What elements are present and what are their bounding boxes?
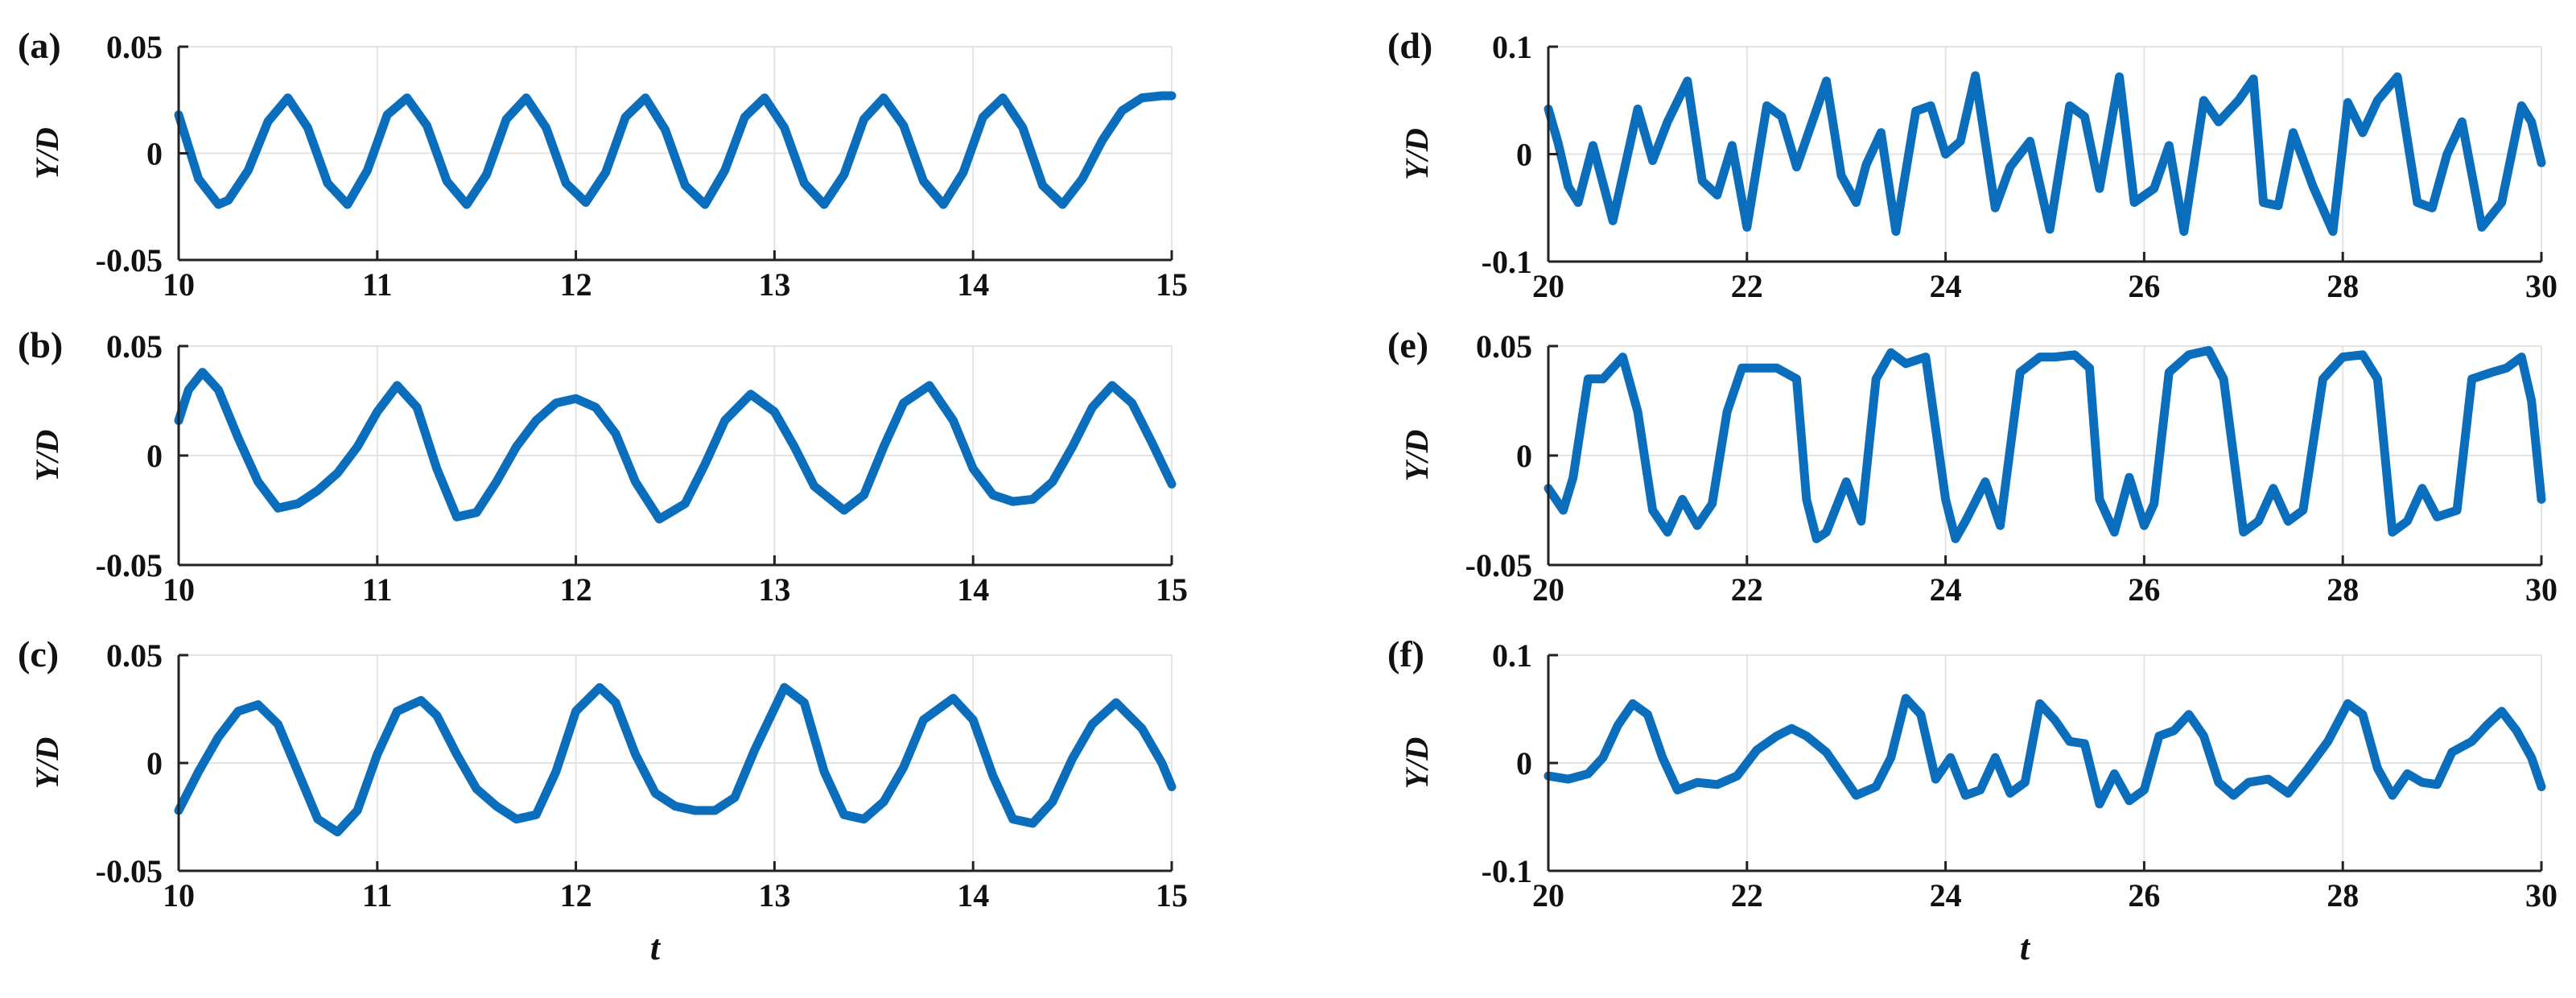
x-tick-label: 22	[1731, 571, 1763, 608]
y-tick-label: 0	[1516, 745, 1532, 781]
panel-label: (c)	[18, 633, 59, 674]
panel-c: 10 11 12 13 14 15 -0.05 0 0.05 (c) Y/D t	[18, 633, 1188, 967]
x-tick-label: 20	[1532, 877, 1564, 913]
y-tick-label: -0.05	[96, 547, 163, 584]
x-tick-label: 22	[1731, 268, 1763, 304]
x-axis-label: t	[650, 928, 662, 967]
series-line	[1544, 71, 2546, 237]
x-tick-label: 13	[758, 571, 790, 608]
y-tick-label: 0	[1516, 137, 1532, 173]
x-tick-label: 28	[2327, 268, 2359, 304]
x-tick-label: 11	[362, 877, 393, 913]
panel-e: 20 22 24 26 28 30 -0.05 0 0.05 (e) Y/D	[1387, 324, 2557, 608]
y-tick-label: 0	[146, 136, 163, 172]
y-tick-label: 0.05	[106, 328, 163, 365]
x-tick-label: 11	[362, 266, 393, 303]
x-tick-label: 28	[2327, 877, 2359, 913]
series-line	[174, 368, 1177, 524]
y-tick-label: -0.1	[1482, 853, 1532, 889]
y-tick-label: 0.1	[1492, 29, 1532, 65]
panel-d: 20 22 24 26 28 30 -0.1 0 0.1 (d) Y/D	[1387, 25, 2557, 304]
y-tick-label: 0	[1516, 438, 1532, 474]
panel-label: (a)	[18, 25, 61, 66]
y-axis-label: Y/D	[29, 430, 65, 481]
y-tick-label: 0.1	[1492, 637, 1532, 674]
x-tick-label: 20	[1532, 268, 1564, 304]
y-axis-label: Y/D	[1399, 430, 1435, 481]
y-tick-label: 0	[146, 745, 163, 781]
y-tick-label: -0.05	[96, 853, 163, 889]
x-tick-label: 11	[362, 571, 393, 608]
series-line	[174, 91, 1177, 209]
x-tick-label: 22	[1731, 877, 1763, 913]
x-tick-label: 28	[2327, 571, 2359, 608]
y-tick-label: -0.1	[1482, 244, 1532, 280]
x-tick-label: 24	[1930, 877, 1962, 913]
x-tick-label: 30	[2525, 268, 2557, 304]
panel-label: (f)	[1387, 633, 1424, 674]
x-tick-label: 30	[2525, 571, 2557, 608]
y-axis-label: Y/D	[29, 127, 65, 179]
y-tick-label: 0	[146, 438, 163, 474]
series-line	[1544, 694, 2546, 809]
x-tick-label: 12	[560, 266, 592, 303]
x-tick-label: 12	[560, 877, 592, 913]
x-tick-label: 10	[163, 266, 195, 303]
y-tick-label: 0.05	[106, 637, 163, 674]
panel-label: (d)	[1387, 25, 1432, 66]
x-tick-label: 10	[163, 877, 195, 913]
series-line	[1544, 345, 2546, 543]
x-tick-label: 15	[1156, 571, 1188, 608]
x-tick-label: 15	[1156, 266, 1188, 303]
x-tick-label: 15	[1156, 877, 1188, 913]
y-axis-label: Y/D	[1399, 737, 1435, 789]
x-tick-label: 14	[957, 571, 989, 608]
x-tick-label: 10	[163, 571, 195, 608]
panel-b: 10 11 12 13 14 15 -0.05 0 0.05 (b) Y/D	[18, 324, 1188, 608]
x-tick-label: 14	[957, 266, 989, 303]
x-tick-label: 14	[957, 877, 989, 913]
x-tick-label: 30	[2525, 877, 2557, 913]
x-tick-label: 26	[2128, 571, 2160, 608]
x-tick-label: 26	[2128, 268, 2160, 304]
y-tick-label: 0.05	[106, 29, 163, 65]
x-axis-label: t	[2020, 928, 2031, 967]
x-tick-label: 12	[560, 571, 592, 608]
y-tick-label: -0.05	[96, 242, 163, 278]
x-tick-label: 13	[758, 266, 790, 303]
y-tick-label: 0.05	[1476, 328, 1532, 365]
x-tick-label: 26	[2128, 877, 2160, 913]
series-line	[174, 683, 1177, 837]
panel-a: 10 11 12 13 14 15 -0.05 0 0.05 (a) Y/D	[18, 25, 1188, 303]
y-tick-label: -0.05	[1465, 547, 1532, 584]
panel-label: (e)	[1387, 324, 1428, 365]
y-axis-label: Y/D	[29, 737, 65, 789]
x-tick-label: 24	[1930, 571, 1962, 608]
panel-f: 20 22 24 26 28 30 -0.1 0 0.1 (f) Y/D t	[1387, 633, 2557, 967]
panel-label: (b)	[18, 324, 63, 365]
x-tick-label: 20	[1532, 571, 1564, 608]
x-tick-label: 24	[1930, 268, 1962, 304]
x-tick-label: 13	[758, 877, 790, 913]
y-axis-label: Y/D	[1399, 128, 1435, 179]
